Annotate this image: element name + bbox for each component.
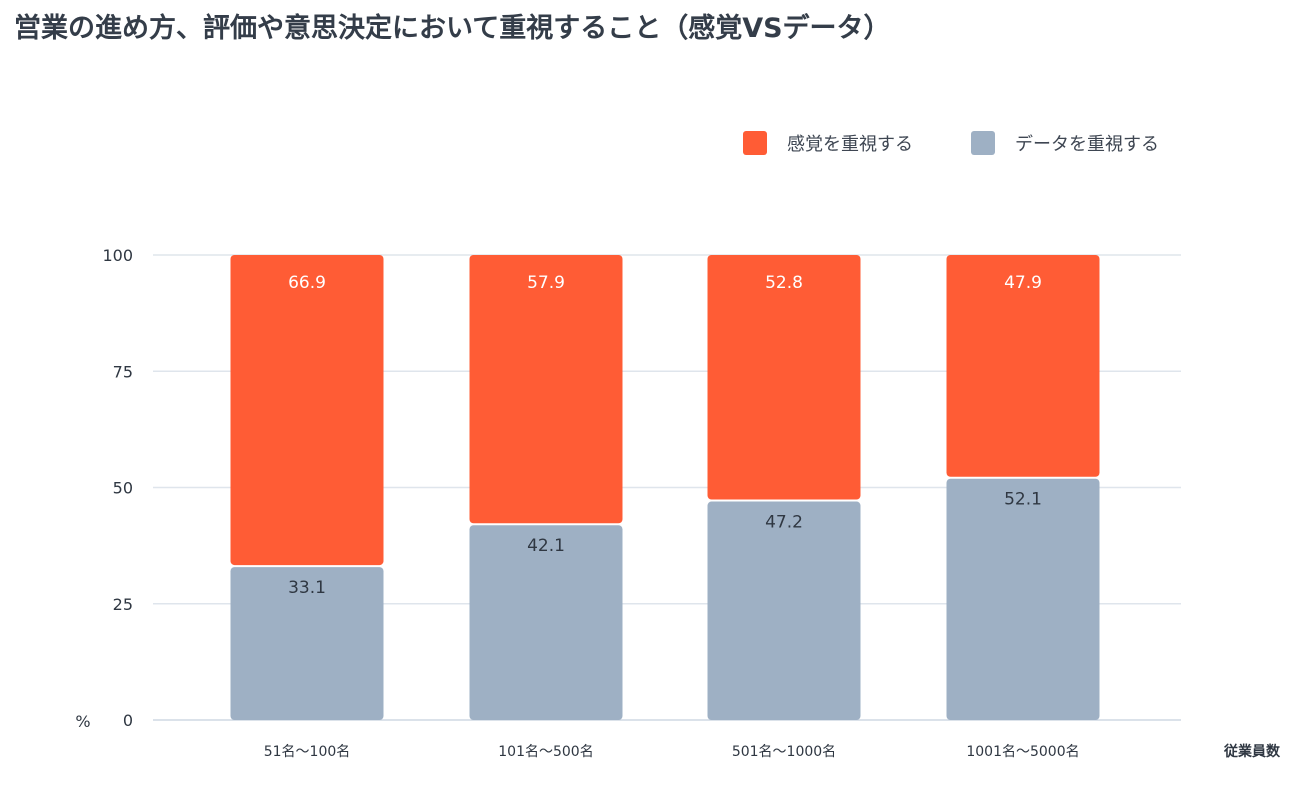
category-label-0: 51名〜100名 <box>264 744 351 760</box>
value-label-data-2: 47.2 <box>765 513 803 533</box>
category-label-2: 501名〜1000名 <box>732 744 836 760</box>
legend-label-sense: 感覚を重視する <box>787 134 913 155</box>
bar-sense-0 <box>230 255 384 566</box>
x-axis-title: 従業員数 <box>1223 743 1281 760</box>
y-tick-label-25: 25 <box>113 595 133 614</box>
y-tick-label-50: 50 <box>113 479 133 498</box>
y-tick-label-100: 100 <box>102 246 133 265</box>
value-label-sense-1: 57.9 <box>527 273 565 293</box>
bar-sense-3 <box>946 255 1100 477</box>
bar-sense-1 <box>469 255 623 524</box>
y-axis-unit: % <box>75 712 90 731</box>
y-tick-label-75: 75 <box>113 362 133 381</box>
chart-title: 営業の進め方、評価や意思決定において重視すること（感覚VSデータ） <box>14 13 891 44</box>
bar-sense-2 <box>707 255 861 500</box>
value-label-data-0: 33.1 <box>288 578 326 598</box>
bar-data-3 <box>946 478 1100 720</box>
value-label-sense-2: 52.8 <box>765 273 803 293</box>
bar-data-2 <box>707 501 861 720</box>
legend-swatch-data <box>971 131 995 155</box>
category-label-3: 1001名〜5000名 <box>966 744 1079 760</box>
bar-data-1 <box>469 525 623 720</box>
legend-item-sense[interactable]: 感覚を重視する <box>743 130 913 156</box>
legend-label-data: データを重視する <box>1015 134 1159 155</box>
value-label-data-1: 42.1 <box>527 536 565 556</box>
value-label-data-3: 52.1 <box>1004 490 1042 510</box>
bar-data-0 <box>230 567 384 720</box>
legend-item-data[interactable]: データを重視する <box>971 130 1159 156</box>
legend: 感覚を重視する データを重視する <box>743 130 1159 156</box>
category-label-1: 101名〜500名 <box>498 744 593 760</box>
value-label-sense-0: 66.9 <box>288 273 326 293</box>
legend-swatch-sense <box>743 131 767 155</box>
value-label-sense-3: 47.9 <box>1004 273 1042 293</box>
y-tick-label-0: 0 <box>123 711 133 730</box>
